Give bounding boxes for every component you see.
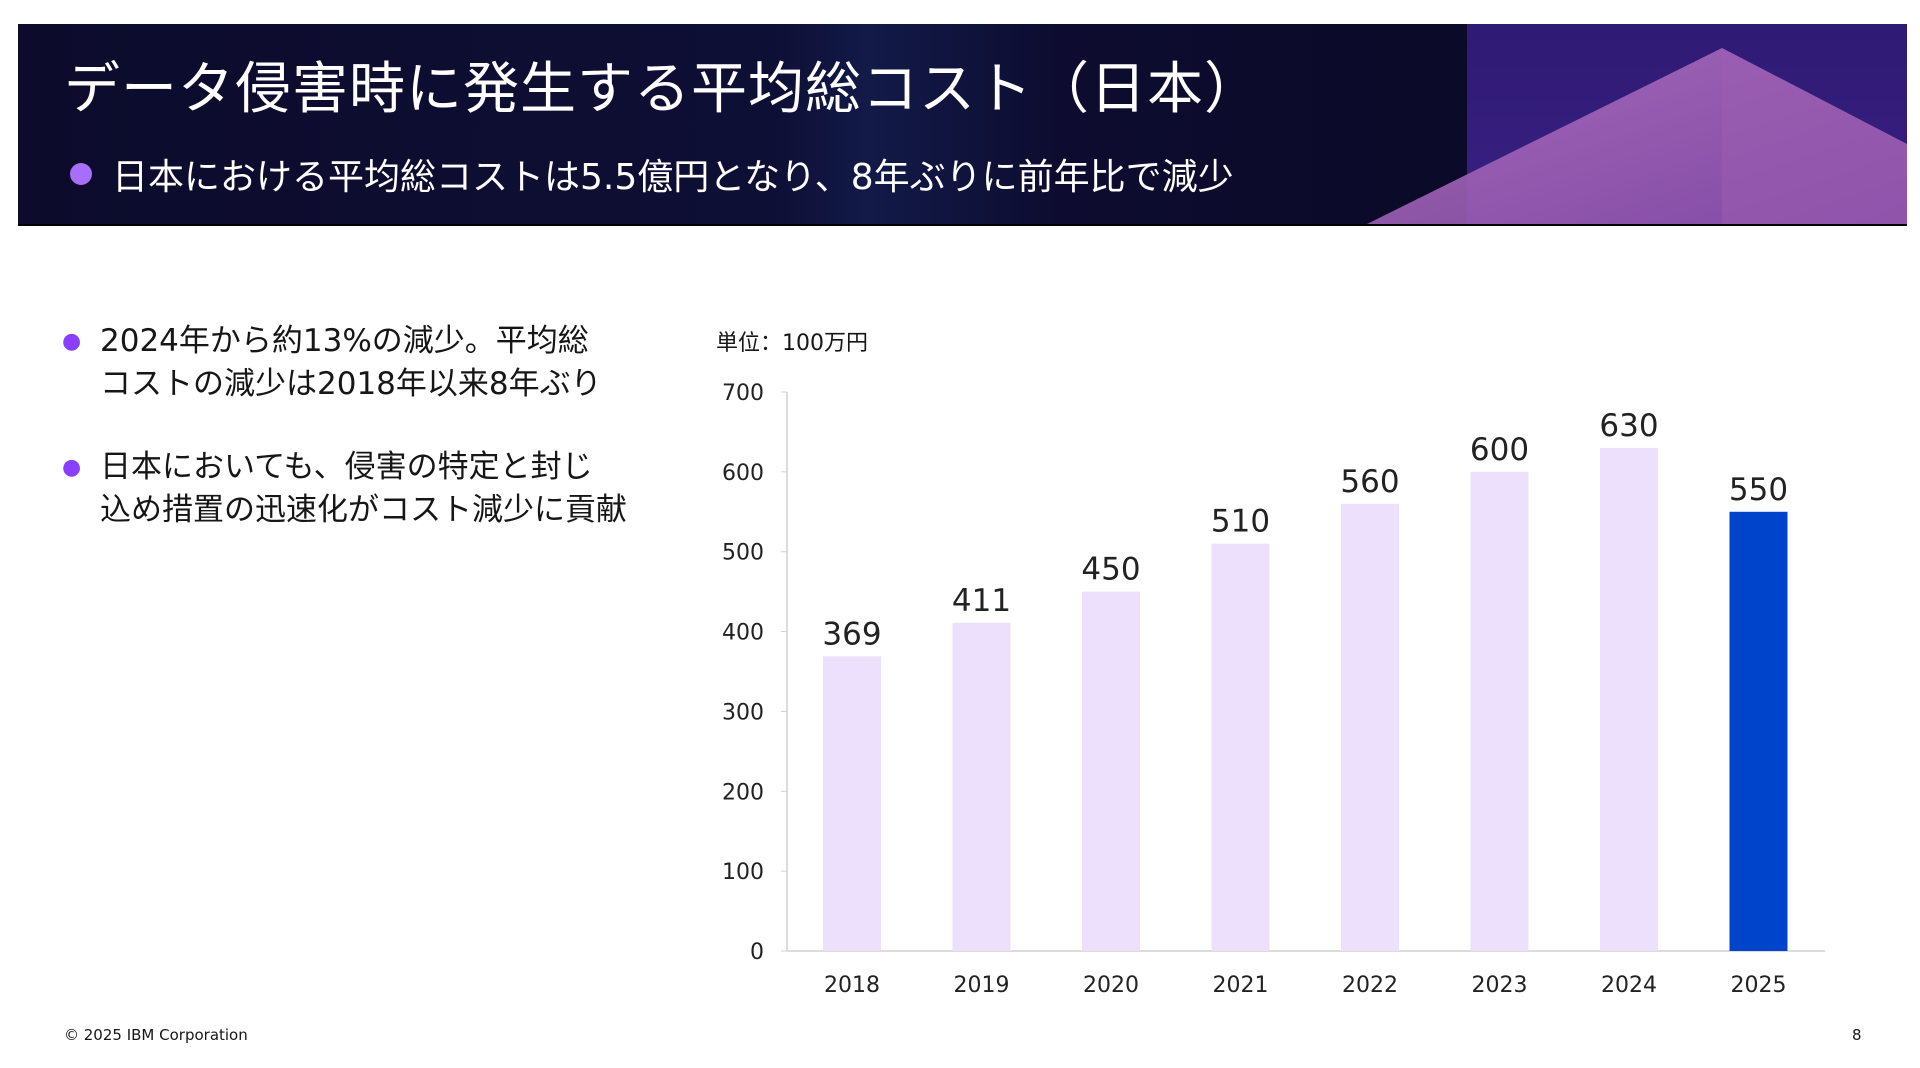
subtitle: 日本における平均総コストは5.5億円となり、8年ぶりに前年比で減少 xyxy=(64,148,1234,200)
bullet-line: 込め措置の迅速化がコスト減少に貢献 xyxy=(100,492,627,528)
x-tick-label: 2022 xyxy=(1342,973,1398,998)
subtitle-text: 日本における平均総コストは5.5億円となり、8年ぶりに前年比で減少 xyxy=(112,157,1234,198)
bullet-line: 2024年から約13%の減少。平均総 xyxy=(100,323,589,359)
bar-2020 xyxy=(1082,591,1140,951)
bullet-icon: ● xyxy=(62,329,82,354)
bullet-line: コストの減少は2018年以来8年ぶり xyxy=(100,366,602,402)
bar-2024 xyxy=(1600,447,1658,951)
x-tick-label: 2025 xyxy=(1731,973,1787,998)
y-tick-label: 0 xyxy=(750,940,764,965)
page-title: データ侵害時に発生する平均総コスト（日本） xyxy=(64,57,1261,122)
bullet-line: 日本においても、侵害の特定と封じ xyxy=(100,449,593,485)
data-label: 510 xyxy=(1211,504,1270,540)
y-tick-label: 300 xyxy=(722,700,764,725)
data-label: 560 xyxy=(1340,464,1399,500)
y-tick-label: 200 xyxy=(722,780,764,805)
data-label: 630 xyxy=(1599,408,1658,444)
bar-2025 xyxy=(1729,511,1788,951)
x-tick-label: 2024 xyxy=(1601,973,1657,998)
header-pyramid-graphic xyxy=(1367,48,1907,224)
header-banner: データ侵害時に発生する平均総コスト（日本） 日本における平均総コストは5.5億円… xyxy=(18,24,1907,226)
bar-2023 xyxy=(1470,471,1529,951)
bar-2021 xyxy=(1211,543,1270,951)
data-label: 369 xyxy=(822,616,881,652)
bullet-item: ● 2024年から約13%の減少。平均総 コストの減少は2018年以来8年ぶり xyxy=(62,320,662,406)
bullet-list: ● 2024年から約13%の減少。平均総 コストの減少は2018年以来8年ぶり ●… xyxy=(62,320,662,572)
y-tick-label: 500 xyxy=(722,541,764,566)
data-label: 550 xyxy=(1729,472,1788,508)
x-tick-label: 2018 xyxy=(824,973,880,998)
data-label: 450 xyxy=(1081,552,1140,588)
bullet-dot-icon xyxy=(70,163,92,185)
x-tick-label: 2020 xyxy=(1083,973,1139,998)
y-tick-label: 700 xyxy=(722,381,764,406)
bullet-icon: ● xyxy=(62,455,82,480)
page-number: 8 xyxy=(1852,1026,1862,1044)
data-label: 600 xyxy=(1470,432,1529,468)
bullet-item: ● 日本においても、侵害の特定と封じ 込め措置の迅速化がコスト減少に貢献 xyxy=(62,446,662,532)
copyright: © 2025 IBM Corporation xyxy=(64,1026,248,1044)
x-tick-label: 2023 xyxy=(1472,973,1528,998)
unit-label: 単位：100万円 xyxy=(716,331,868,356)
bar-2022 xyxy=(1341,503,1399,951)
y-tick-label: 600 xyxy=(722,461,764,486)
x-tick-label: 2019 xyxy=(954,973,1010,998)
y-tick-label: 400 xyxy=(722,621,764,646)
bar-2019 xyxy=(952,622,1011,951)
bar-2018 xyxy=(823,656,881,951)
data-label: 411 xyxy=(952,583,1011,619)
x-tick-label: 2021 xyxy=(1213,973,1269,998)
y-tick-label: 100 xyxy=(722,860,764,885)
